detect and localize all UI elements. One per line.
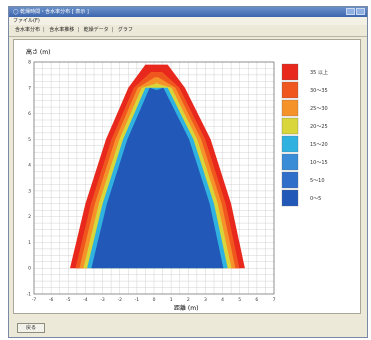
tab-separator: | bbox=[43, 27, 45, 33]
tab-distribution[interactable]: 含水率分布 bbox=[15, 27, 41, 33]
legend-swatch bbox=[281, 81, 299, 99]
tab-separator: | bbox=[111, 27, 114, 33]
minimize-icon[interactable] bbox=[346, 8, 355, 15]
tab-bar: 含水率分布 | 含水率推移 | 乾燥データ | グラフ bbox=[9, 25, 367, 37]
tab-data[interactable]: 乾燥データ bbox=[83, 27, 109, 33]
window-title: ◯ 乾燥時間・含水率分布 [ 表示 ] bbox=[13, 9, 89, 15]
x-tick-label: -4 bbox=[83, 297, 88, 303]
y-tick-label: 2 bbox=[28, 214, 31, 220]
legend-swatch bbox=[281, 171, 299, 189]
legend-label: 15～20 bbox=[310, 142, 328, 148]
plot-border bbox=[33, 61, 275, 295]
menu-file[interactable]: ファイル(F) bbox=[13, 18, 40, 24]
y-tick-label: 4 bbox=[28, 163, 31, 169]
legend-swatch bbox=[281, 153, 299, 171]
y-tick-label: 0 bbox=[28, 266, 31, 272]
x-axis-label: 距離 (m) bbox=[174, 304, 198, 312]
legend-label: 20～25 bbox=[310, 124, 328, 130]
axis-ticks: -7 -6 -5 -4 -3 -2 -1 0 1 2 3 4 5 6 7 -1 0 1 2 3 4 5 6 7 8 bbox=[27, 60, 276, 304]
legend-label: 5～10 bbox=[310, 178, 325, 184]
legend-swatch bbox=[281, 99, 299, 117]
legend: 35 以上 30～35 25～30 20～25 15～20 10～15 5～10 0～5 bbox=[281, 63, 328, 207]
x-tick-label: 7 bbox=[273, 297, 276, 303]
x-tick-label: 4 bbox=[221, 297, 224, 303]
plot-frame bbox=[33, 61, 275, 295]
y-tick-label: 3 bbox=[28, 188, 31, 194]
legend-label: 10～15 bbox=[310, 160, 328, 166]
x-tick-label: 2 bbox=[187, 297, 190, 303]
x-tick-label: -2 bbox=[117, 297, 122, 303]
y-tick-label: 8 bbox=[28, 60, 31, 66]
legend-label: 30～35 bbox=[310, 88, 328, 94]
x-tick-label: 5 bbox=[238, 297, 241, 303]
close-icon[interactable] bbox=[356, 8, 365, 15]
y-tick-label: 1 bbox=[28, 240, 31, 246]
y-axis-label: 高さ (m) bbox=[26, 48, 50, 56]
y-tick-label: 5 bbox=[28, 137, 31, 143]
x-tick-label: -7 bbox=[32, 297, 37, 303]
y-tick-label: 6 bbox=[28, 111, 31, 117]
x-tick-label: -5 bbox=[66, 297, 71, 303]
legend-label: 35 以上 bbox=[310, 69, 328, 76]
legend-swatch bbox=[281, 117, 299, 135]
chart-panel: -7 -6 -5 -4 -3 -2 -1 0 1 2 3 4 5 6 7 -1 0 1 2 3 4 5 6 7 8 35 以上 3… bbox=[13, 39, 361, 314]
x-tick-label: 6 bbox=[255, 297, 258, 303]
x-tick-label: -3 bbox=[100, 297, 105, 303]
x-tick-label: -6 bbox=[49, 297, 54, 303]
tab-graph[interactable]: グラフ bbox=[117, 27, 133, 33]
y-tick-label: 7 bbox=[28, 85, 31, 91]
heatmap-bands bbox=[70, 64, 245, 269]
legend-label: 25～30 bbox=[310, 106, 328, 112]
app-window: ◯ 乾燥時間・含水率分布 [ 表示 ] ファイル(F) 含水率分布 | 含水率推移… bbox=[8, 6, 368, 338]
x-tick-label: 3 bbox=[204, 297, 207, 303]
x-tick-label: 1 bbox=[170, 297, 173, 303]
legend-swatch bbox=[281, 135, 299, 153]
title-bar: ◯ 乾燥時間・含水率分布 [ 表示 ] bbox=[9, 7, 367, 17]
legend-swatch bbox=[281, 189, 299, 207]
heat-band-10 bbox=[91, 87, 224, 269]
tab-separator: | bbox=[77, 27, 79, 33]
x-tick-label: -1 bbox=[135, 297, 140, 303]
y-tick-label: -1 bbox=[27, 292, 32, 298]
menu-bar: ファイル(F) bbox=[9, 17, 367, 25]
x-tick-label: 0 bbox=[153, 297, 156, 303]
legend-label: 0～5 bbox=[310, 196, 321, 202]
back-button[interactable]: 戻る bbox=[17, 323, 45, 333]
tab-transition[interactable]: 含水率推移 bbox=[49, 27, 75, 33]
legend-swatch bbox=[281, 63, 299, 81]
